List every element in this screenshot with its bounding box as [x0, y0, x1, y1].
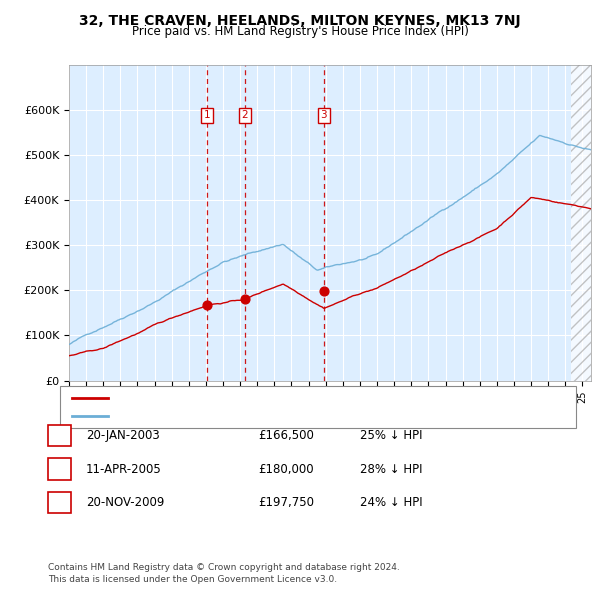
Text: 3: 3: [56, 496, 63, 509]
Text: 32, THE CRAVEN, HEELANDS, MILTON KEYNES, MK13 7NJ (detached house): 32, THE CRAVEN, HEELANDS, MILTON KEYNES,…: [117, 393, 505, 403]
Text: 20-NOV-2009: 20-NOV-2009: [86, 496, 164, 509]
Text: HPI: Average price, detached house, Milton Keynes: HPI: Average price, detached house, Milt…: [117, 411, 382, 421]
Text: £197,750: £197,750: [258, 496, 314, 509]
Point: [240, 294, 250, 304]
Text: 1: 1: [56, 429, 63, 442]
Text: 3: 3: [320, 110, 327, 120]
Text: £180,000: £180,000: [258, 463, 314, 476]
Text: Contains HM Land Registry data © Crown copyright and database right 2024.
This d: Contains HM Land Registry data © Crown c…: [48, 563, 400, 584]
Text: 25% ↓ HPI: 25% ↓ HPI: [360, 429, 422, 442]
Text: 2: 2: [242, 110, 248, 120]
Text: 32, THE CRAVEN, HEELANDS, MILTON KEYNES, MK13 7NJ: 32, THE CRAVEN, HEELANDS, MILTON KEYNES,…: [79, 14, 521, 28]
Text: 24% ↓ HPI: 24% ↓ HPI: [360, 496, 422, 509]
Point: [202, 301, 212, 310]
Text: 28% ↓ HPI: 28% ↓ HPI: [360, 463, 422, 476]
Text: Price paid vs. HM Land Registry's House Price Index (HPI): Price paid vs. HM Land Registry's House …: [131, 25, 469, 38]
Text: 2: 2: [56, 463, 63, 476]
Text: £166,500: £166,500: [258, 429, 314, 442]
Text: 11-APR-2005: 11-APR-2005: [86, 463, 161, 476]
Text: 1: 1: [203, 110, 210, 120]
Point: [319, 287, 329, 296]
Text: 20-JAN-2003: 20-JAN-2003: [86, 429, 160, 442]
